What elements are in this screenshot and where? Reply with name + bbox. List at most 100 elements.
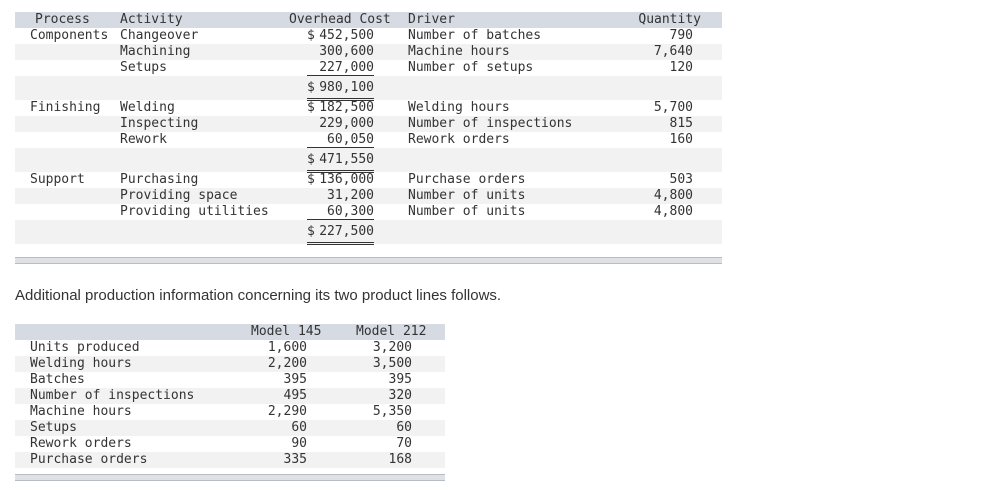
driver-name: Number of units: [408, 204, 526, 219]
activity-name: Changeover: [120, 28, 199, 43]
overhead-cost: $182,500: [307, 100, 374, 116]
table-header-row: Process Activity Overhead Cost Driver Qu…: [15, 12, 722, 28]
table-row: Machine hours 2,290 5,350: [15, 404, 445, 420]
process-name: Finishing: [30, 100, 101, 115]
overhead-cost: 60,300: [307, 204, 374, 220]
overhead-cost: 31,200: [307, 188, 374, 204]
activity-name: Inspecting: [120, 116, 199, 131]
model-212-value: 395: [388, 372, 412, 387]
table-row: Inspecting 229,000 Number of inspections…: [15, 116, 722, 132]
driver-quantity: 4,800: [653, 188, 693, 203]
dollar-sign: $: [307, 100, 315, 115]
overhead-cost: $136,000: [307, 172, 374, 188]
cost-amount: 60,300: [327, 204, 374, 219]
driver-quantity: 815: [669, 116, 693, 131]
dollar-sign: $: [307, 224, 315, 239]
driver-name: Number of inspections: [408, 116, 573, 131]
header-driver: Driver: [408, 12, 455, 27]
row-label: Setups: [30, 420, 77, 435]
cost-amount: 31,200: [327, 188, 374, 203]
table-row: Machining 300,600 Machine hours 7,640: [15, 44, 722, 60]
driver-quantity: 120: [669, 60, 693, 75]
row-label: Units produced: [30, 340, 140, 355]
model-145-value: 2,200: [267, 356, 307, 371]
subtotal-amount: 227,500: [319, 224, 374, 239]
cost-amount: 229,000: [319, 116, 374, 131]
activity-name: Welding: [120, 100, 175, 115]
driver-quantity: 160: [669, 132, 693, 147]
header-quantity: Quantity: [638, 12, 701, 27]
overhead-cost: 300,600: [307, 44, 374, 60]
activity-name: Providing utilities: [120, 204, 269, 219]
subtotal-row: $471,550: [15, 148, 722, 173]
model-145-value: 1,600: [267, 340, 307, 355]
driver-quantity: 7,640: [653, 44, 693, 59]
activity-name: Providing space: [120, 188, 238, 203]
model-212-value: 3,500: [372, 356, 412, 371]
activity-name: Rework: [120, 132, 167, 147]
table-header-row: Model 145 Model 212: [15, 324, 445, 340]
overhead-cost: $452,500: [307, 28, 374, 44]
header-model-145: Model 145: [251, 324, 322, 339]
row-label: Number of inspections: [30, 388, 195, 403]
table-row: Batches 395 395: [15, 372, 445, 388]
driver-name: Machine hours: [408, 44, 510, 59]
activity-cost-table: Process Activity Overhead Cost Driver Qu…: [15, 12, 722, 245]
table-row: Providing utilities 60,300 Number of uni…: [15, 204, 722, 220]
overhead-cost: 227,000: [307, 60, 374, 76]
model-145-value: 395: [283, 372, 307, 387]
dollar-sign: $: [307, 80, 315, 95]
table-row: Welding hours 2,200 3,500: [15, 356, 445, 372]
cost-amount: 227,000: [319, 60, 374, 75]
dollar-sign: $: [307, 28, 315, 43]
overhead-cost: 229,000: [307, 116, 374, 132]
table-row: Rework 60,050 Rework orders 160: [15, 132, 722, 148]
model-212-value: 168: [388, 452, 412, 467]
activity-name: Machining: [120, 44, 191, 59]
subtotal-row: $980,100: [15, 76, 722, 101]
table-row: Purchase orders 335 168: [15, 452, 445, 468]
header-model-212: Model 212: [356, 324, 427, 339]
process-name: Components: [30, 28, 109, 43]
dollar-sign: $: [307, 172, 315, 187]
row-label: Batches: [30, 372, 85, 387]
subtotal-amount: 471,550: [319, 152, 374, 167]
subtotal-cost: $227,500: [307, 222, 374, 245]
model-145-value: 90: [291, 436, 307, 451]
header-overhead-cost: Overhead Cost: [289, 12, 391, 27]
dollar-sign: $: [307, 152, 315, 167]
model-212-value: 60: [396, 420, 412, 435]
model-212-value: 320: [388, 388, 412, 403]
table-row: Setups 60 60: [15, 420, 445, 436]
subtotal-cost: $980,100: [307, 78, 374, 101]
driver-name: Number of units: [408, 188, 526, 203]
activity-name: Setups: [120, 60, 167, 75]
table-row: Finishing Welding $182,500 Welding hours…: [15, 100, 722, 116]
table-row: Number of inspections 495 320: [15, 388, 445, 404]
model-212-value: 5,350: [372, 404, 412, 419]
model-145-value: 2,290: [267, 404, 307, 419]
driver-quantity: 4,800: [653, 204, 693, 219]
row-label: Machine hours: [30, 404, 132, 419]
model-145-value: 495: [283, 388, 307, 403]
table-row: Components Changeover $452,500 Number of…: [15, 28, 722, 44]
overhead-cost: 60,050: [307, 132, 374, 148]
subtotal-row: $227,500: [15, 220, 722, 245]
table-row: Providing space 31,200 Number of units 4…: [15, 188, 722, 204]
cost-amount: 300,600: [319, 44, 374, 59]
header-process: Process: [35, 12, 90, 27]
driver-quantity: 503: [669, 172, 693, 187]
model-145-value: 60: [291, 420, 307, 435]
header-activity: Activity: [120, 12, 183, 27]
table-row: Units produced 1,600 3,200: [15, 340, 445, 356]
cost-amount: 60,050: [327, 132, 374, 147]
row-label: Welding hours: [30, 356, 132, 371]
model-212-value: 3,200: [372, 340, 412, 355]
table-footer-bar: [15, 257, 722, 264]
table-row: Support Purchasing $136,000 Purchase ord…: [15, 172, 722, 188]
paragraph-text: Additional production information concer…: [15, 287, 502, 304]
table-row: Setups 227,000 Number of setups 120: [15, 60, 722, 76]
driver-name: Rework orders: [408, 132, 510, 147]
process-name: Support: [30, 172, 85, 187]
cost-amount: 452,500: [319, 28, 374, 43]
